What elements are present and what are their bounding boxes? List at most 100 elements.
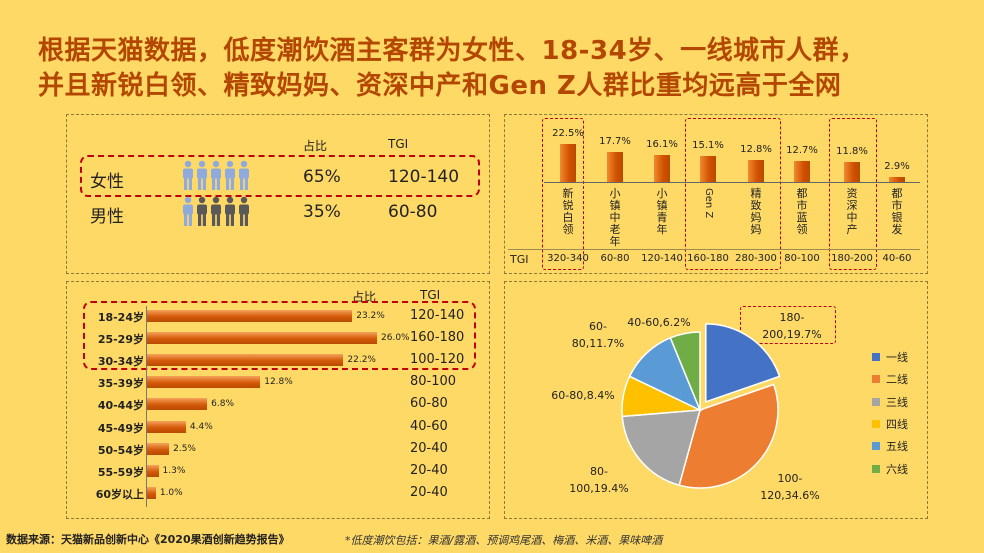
age-value-label: 6.8% xyxy=(211,399,235,410)
age-tgi-value: 100-120 xyxy=(410,352,465,368)
legend-item: 一线 xyxy=(872,349,908,365)
city-panel xyxy=(504,281,928,519)
pie-slice xyxy=(705,323,781,403)
segment-tgi-label: TGI xyxy=(510,253,529,266)
female-person-icon xyxy=(182,160,254,196)
segment-value-label: 12.8% xyxy=(740,144,772,156)
male-label: 男性 xyxy=(90,207,124,227)
pie-slice xyxy=(678,383,779,489)
person-icon xyxy=(225,196,235,226)
age-value-label: 22.2% xyxy=(347,355,376,366)
age-panel xyxy=(66,281,490,519)
male-person-icon xyxy=(182,196,254,234)
age-value-label: 1.3% xyxy=(162,465,186,476)
segment-bar xyxy=(844,162,860,182)
age-tgi-value: 20-40 xyxy=(410,484,448,500)
person-icon xyxy=(211,196,221,226)
age-bar xyxy=(147,376,261,389)
age-value-label: 4.4% xyxy=(189,421,213,432)
legend-item: 三线 xyxy=(872,394,908,410)
segment-panel xyxy=(504,114,928,274)
female-label: 女性 xyxy=(90,172,124,192)
age-bar xyxy=(147,310,353,322)
age-value-label: 23.2% xyxy=(356,311,385,321)
source-note: 数据来源：天猫新品创新中心《2020果酒创新趋势报告》 xyxy=(6,533,290,546)
legend-label: 六线 xyxy=(886,462,908,476)
category-footnote: *低度潮饮包括：果酒/露酒、预调鸡尾酒、梅酒、米酒、果味啤酒 xyxy=(345,534,663,547)
person-icon xyxy=(197,160,207,190)
segment-tgi-divider xyxy=(508,249,920,250)
age-category-label: 45-49岁 xyxy=(97,421,144,435)
segment-value-label: 17.7% xyxy=(599,136,631,148)
person-icon xyxy=(211,160,221,190)
person-icon xyxy=(183,160,193,190)
segment-bar xyxy=(560,144,576,182)
age-value-label: 26.0% xyxy=(381,333,410,344)
pie-slice-label: 180-200,19.7% xyxy=(762,311,822,341)
gender-panel xyxy=(66,114,490,274)
segment-value-label: 2.9% xyxy=(884,161,910,173)
city-pie-chart xyxy=(621,323,781,489)
segment-tgi-value: 120-140 xyxy=(641,253,683,264)
age-category-label: 30-34岁 xyxy=(97,355,144,369)
segment-category-label: 新锐白领 xyxy=(562,187,574,236)
segment-value-label: 11.8% xyxy=(836,146,868,158)
person-icon xyxy=(225,160,235,190)
legend-swatch xyxy=(872,375,880,384)
age-tgi-value: 80-100 xyxy=(410,374,457,390)
segment-bar xyxy=(889,177,905,182)
age-bar xyxy=(147,486,156,499)
age-category-label: 25-29岁 xyxy=(97,333,144,347)
segment-category-label: 小镇青年 xyxy=(656,187,668,236)
age-category-label: 18-24岁 xyxy=(97,311,144,324)
segment-bar xyxy=(700,156,716,182)
segment-bar xyxy=(654,154,670,182)
age-share-header: 占比 xyxy=(352,290,377,304)
female-share: 65% xyxy=(303,167,341,187)
female-tgi: 120-140 xyxy=(388,167,460,187)
pie-slice xyxy=(621,409,702,487)
segment-category-label: 小镇中老年 xyxy=(609,187,621,248)
segment-tgi-value: 180-200 xyxy=(831,253,873,264)
gender-share-header: 占比 xyxy=(303,139,328,153)
segment-category-label: 都市银发 xyxy=(891,187,903,236)
legend-swatch xyxy=(872,464,880,473)
legend-item: 四线 xyxy=(872,416,908,432)
segment-highlight-box-1 xyxy=(542,118,584,270)
segment-tgi-value: 80-100 xyxy=(784,253,820,264)
segment-highlight-box-3 xyxy=(829,118,877,270)
legend-label: 三线 xyxy=(886,395,908,409)
person-icon xyxy=(183,196,193,226)
segment-tgi-value: 320-340 xyxy=(547,253,589,264)
female-highlight-box xyxy=(80,155,480,197)
age-category-label: 35-39岁 xyxy=(97,377,144,391)
age-tgi-value: 20-40 xyxy=(410,440,448,456)
segment-tgi-value: 60-80 xyxy=(600,253,630,264)
segment-bar xyxy=(794,160,810,182)
age-tgi-value: 120-140 xyxy=(410,308,465,323)
age-tgi-value: 40-60 xyxy=(410,418,448,434)
gender-tgi-header: TGI xyxy=(388,137,409,151)
page-title: 根据天猫数据，低度潮饮酒主客群为女性、18-34岁、一线城市人群， 并且新锐白领… xyxy=(38,34,978,104)
legend-label: 四线 xyxy=(886,417,908,431)
age-tgi-value: 60-80 xyxy=(410,396,448,412)
title-line-2: 并且新锐白领、精致妈妈、资深中产和Gen Z人群比重均远高于全网 xyxy=(38,71,842,101)
segment-highlight-box-2 xyxy=(685,118,781,270)
title-line-1: 根据天猫数据，低度潮饮酒主客群为女性、18-34岁、一线城市人群， xyxy=(38,36,866,66)
segment-value-label: 16.1% xyxy=(646,138,678,150)
segment-category-label: 资深中产 xyxy=(846,187,858,236)
age-category-label: 60岁以上 xyxy=(95,487,144,501)
segment-bar xyxy=(748,160,764,182)
age-bar xyxy=(147,464,159,477)
pie-slice-label: 60-80,8.4% xyxy=(551,389,615,402)
age-tgi-header: TGI xyxy=(420,288,441,302)
segment-tgi-value: 160-180 xyxy=(687,253,729,264)
legend-swatch xyxy=(872,442,880,451)
pie-slice xyxy=(669,331,701,411)
male-share: 35% xyxy=(303,202,341,222)
age-category-label: 50-54岁 xyxy=(97,443,144,457)
person-icon xyxy=(239,160,249,190)
segment-value-label: 12.7% xyxy=(786,144,818,156)
segment-value-label: 15.1% xyxy=(692,140,724,152)
pie-slice-label: 60-80,11.7% xyxy=(571,320,625,350)
